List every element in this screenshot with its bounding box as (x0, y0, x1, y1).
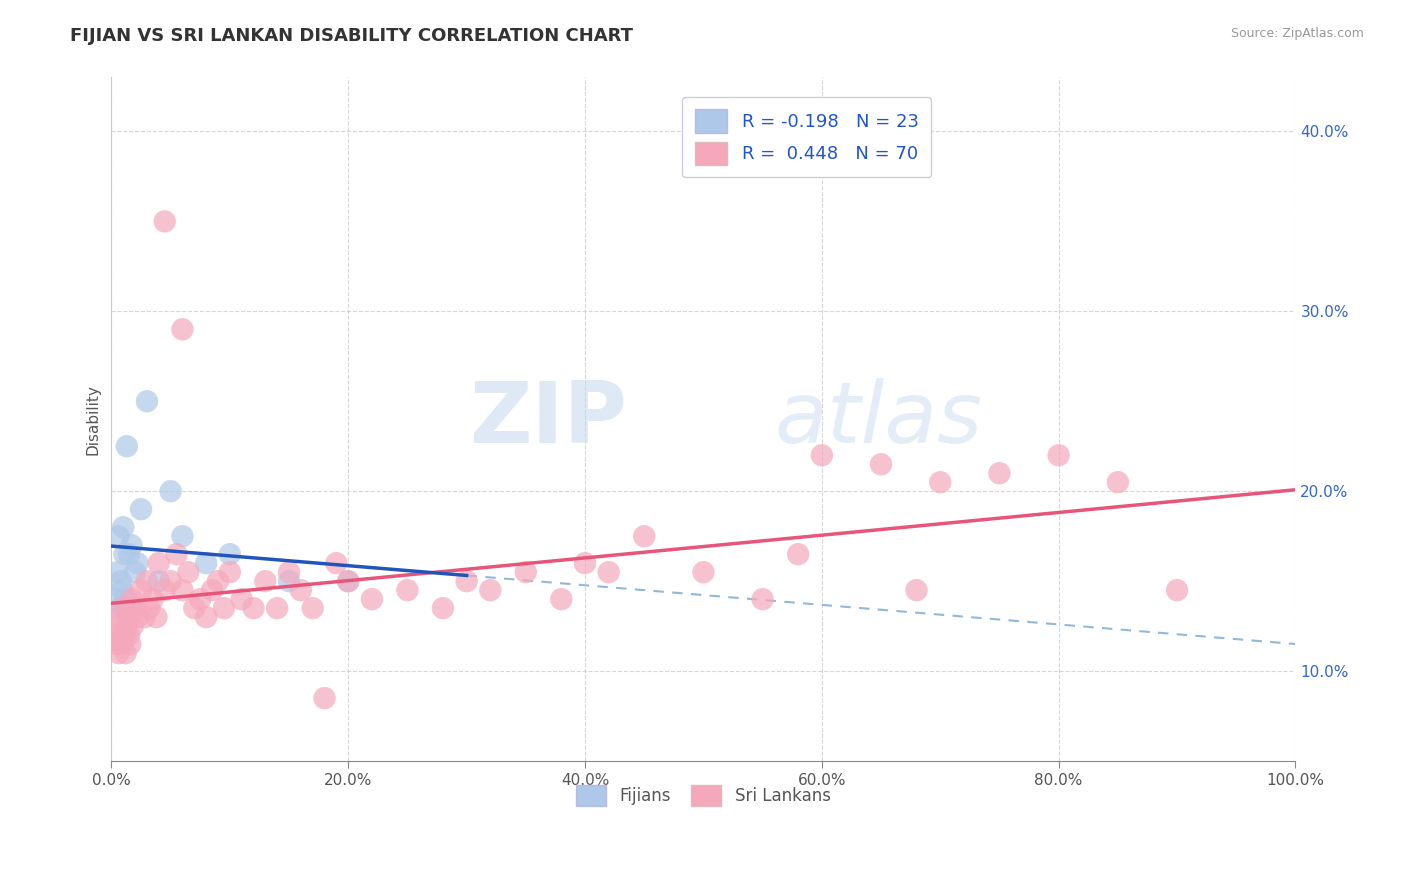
Point (1166, 583, 1188, 598)
Point (124, 565, 146, 579)
Point (456, 574, 478, 589)
Point (574, 556, 596, 570)
Point (115, 619, 138, 633)
Point (201, 583, 224, 598)
Point (134, 610, 156, 624)
Point (142, 592, 165, 607)
Point (124, 601, 146, 615)
Point (111, 637, 134, 651)
Point (153, 583, 176, 598)
Point (212, 601, 235, 615)
Legend: Fijians, Sri Lankans: Fijians, Sri Lankans (568, 776, 839, 814)
Point (905, 583, 928, 598)
Point (278, 574, 301, 589)
Point (290, 583, 312, 598)
Point (266, 601, 288, 615)
Point (515, 565, 537, 579)
Point (598, 565, 620, 579)
Point (136, 394, 159, 409)
Point (105, 565, 128, 579)
Point (929, 475, 952, 490)
Point (108, 601, 131, 615)
Point (207, 574, 229, 589)
Point (396, 583, 419, 598)
Point (166, 547, 188, 561)
Point (121, 592, 143, 607)
Point (172, 322, 194, 336)
Point (120, 637, 142, 651)
Point (121, 538, 143, 552)
Point (148, 556, 170, 570)
Point (550, 592, 572, 607)
Point (117, 610, 139, 624)
Point (138, 601, 160, 615)
Point (325, 556, 347, 570)
Point (1107, 475, 1129, 490)
Point (254, 574, 277, 589)
Point (218, 565, 240, 579)
Point (633, 529, 655, 543)
Point (105, 637, 128, 651)
Point (114, 592, 136, 607)
Point (129, 583, 152, 598)
Point (153, 214, 176, 228)
Point (314, 691, 336, 706)
Point (159, 484, 181, 499)
Point (108, 610, 131, 624)
Point (121, 619, 143, 633)
Point (479, 583, 502, 598)
Point (301, 601, 323, 615)
Point (104, 628, 127, 642)
Point (751, 592, 773, 607)
Point (114, 628, 136, 642)
Point (432, 601, 454, 615)
Point (242, 601, 264, 615)
Text: FIJIAN VS SRI LANKAN DISABILITY CORRELATION CHART: FIJIAN VS SRI LANKAN DISABILITY CORRELAT… (70, 27, 633, 45)
Point (114, 547, 136, 561)
Point (112, 601, 135, 615)
Point (110, 574, 132, 589)
Point (111, 583, 134, 598)
Point (114, 646, 136, 660)
Text: atlas: atlas (775, 377, 983, 461)
Text: ZIP: ZIP (468, 377, 627, 461)
Point (231, 592, 253, 607)
Point (148, 574, 170, 589)
Point (127, 556, 149, 570)
Point (361, 592, 384, 607)
Point (110, 628, 132, 642)
Point (104, 592, 127, 607)
Point (195, 556, 218, 570)
Point (159, 574, 181, 589)
Point (195, 610, 218, 624)
Point (172, 529, 194, 543)
Point (183, 601, 205, 615)
Point (118, 547, 141, 561)
Point (129, 502, 152, 516)
Point (870, 457, 893, 471)
Text: Source: ZipAtlas.com: Source: ZipAtlas.com (1230, 27, 1364, 40)
Point (692, 565, 714, 579)
Point (811, 448, 834, 462)
Point (988, 467, 1011, 481)
Point (145, 610, 167, 624)
Point (136, 574, 159, 589)
Point (127, 610, 149, 624)
Point (115, 439, 138, 453)
Point (107, 529, 129, 543)
Point (172, 583, 194, 598)
Point (1047, 448, 1070, 462)
Y-axis label: Disability: Disability (86, 384, 100, 455)
Point (105, 619, 128, 633)
Point (787, 547, 810, 561)
Point (337, 574, 360, 589)
Point (112, 520, 135, 534)
Point (107, 646, 129, 660)
Point (118, 628, 141, 642)
Point (218, 547, 240, 561)
Point (177, 565, 200, 579)
Point (188, 592, 211, 607)
Point (278, 565, 301, 579)
Point (337, 574, 360, 589)
